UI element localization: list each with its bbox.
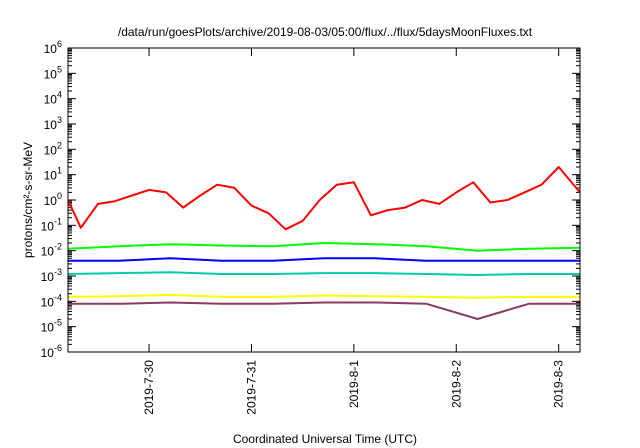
y-tick-label: 102	[44, 140, 62, 157]
series-line	[68, 301, 580, 320]
series-line	[67, 166, 581, 231]
series-line	[68, 257, 580, 262]
y-tick-label: 10-6	[41, 343, 62, 360]
y-tick-label: 10-5	[41, 318, 62, 335]
y-tick-label: 10-4	[41, 292, 62, 309]
y-tick-label: 106	[44, 39, 62, 56]
x-tick-label: 2019-7-31	[244, 360, 258, 415]
y-axis-label: protons/cm²-s-sr-MeV	[21, 142, 35, 258]
y-tick-label: 10-1	[41, 216, 62, 233]
y-tick-label: 10-2	[41, 242, 62, 259]
x-tick-label: 2019-8-3	[552, 360, 566, 408]
y-tick-label: 100	[44, 191, 62, 208]
y-tick-label: 101	[44, 166, 62, 183]
series-line	[67, 293, 580, 299]
x-tick-label: 2019-8-1	[347, 360, 361, 408]
y-tick-label: 10-3	[41, 267, 62, 284]
chart-title: /data/run/goesPlots/archive/2019-08-03/0…	[118, 25, 533, 39]
x-tick-label: 2019-7-30	[142, 360, 156, 415]
x-axis-ticks: 2019-7-30 2019-7-31 2019-8-1 2019-8-2 2019-8…	[142, 48, 566, 415]
plot-frame	[67, 47, 581, 353]
series-line	[67, 242, 581, 252]
y-tick-label: 104	[44, 90, 62, 107]
x-tick-label: 2019-8-2	[449, 360, 463, 408]
y-tick-label: 103	[44, 115, 62, 132]
series-group	[67, 166, 581, 320]
series-line	[67, 271, 580, 276]
y-axis-ticks: 10-6 10-5 10-4 10-3 10-2 10-1 100 101 102 103 104 1…	[41, 39, 580, 360]
y-tick-label: 105	[44, 64, 62, 81]
x-axis-label: Coordinated Universal Time (UTC)	[233, 432, 417, 446]
